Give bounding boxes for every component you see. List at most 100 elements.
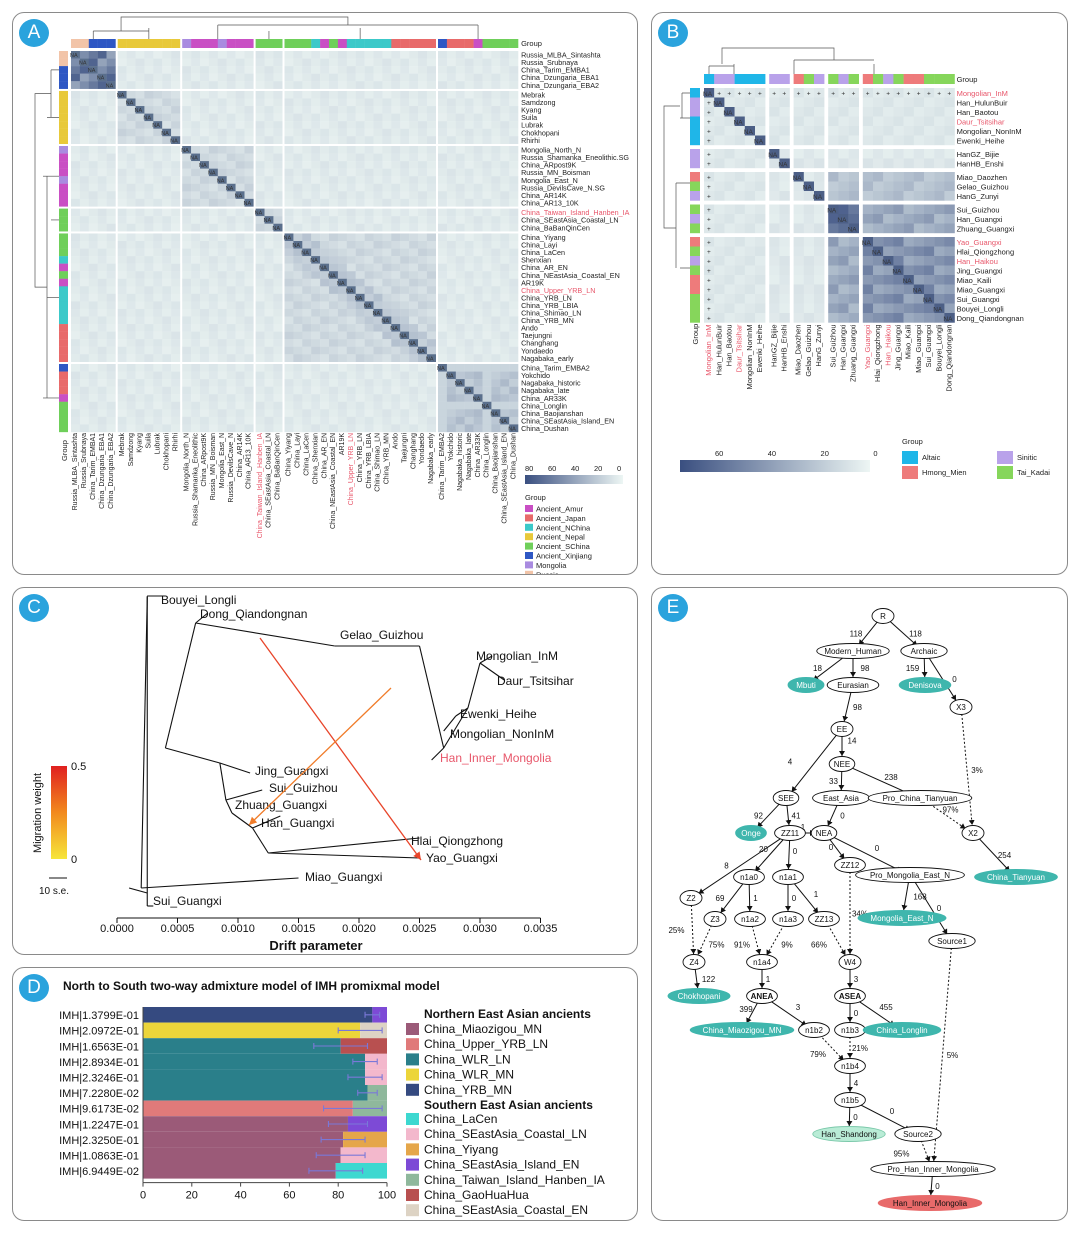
heat-cell	[446, 223, 456, 232]
heat-cell	[208, 191, 218, 200]
heat-cell	[311, 51, 321, 59]
na-label: NA	[872, 250, 882, 257]
heat-cell	[97, 81, 107, 89]
heat-cell	[208, 241, 218, 249]
heat-cell	[264, 223, 274, 232]
heat-cell	[191, 66, 201, 74]
heat-cell	[944, 303, 955, 314]
heat-cell	[226, 223, 236, 232]
graph-node-label: Source1	[937, 937, 967, 946]
na-label: NA	[301, 251, 309, 257]
heat-cell	[106, 416, 116, 425]
heat-cell	[734, 135, 745, 146]
heat-cell	[464, 308, 474, 317]
graph-edge	[928, 1175, 935, 1196]
heat-cell	[464, 301, 474, 310]
heat-cell	[418, 416, 428, 425]
heat-cell	[302, 248, 312, 257]
row-label: Taejungni	[521, 331, 552, 340]
heat-cell	[814, 149, 825, 159]
heat-cell	[117, 208, 127, 217]
heat-cell	[144, 364, 154, 372]
heat-cell	[284, 286, 294, 295]
heat-cell	[293, 161, 303, 169]
heat-cell	[500, 168, 510, 177]
heat-cell	[284, 98, 294, 107]
heat-cell	[329, 176, 339, 184]
heat-cell	[455, 233, 465, 242]
heat-cell	[153, 256, 163, 264]
heat-cell	[200, 278, 210, 287]
heat-cell	[382, 293, 392, 302]
heat-cell	[373, 316, 383, 325]
graph-node	[682, 954, 706, 970]
heat-cell	[302, 364, 312, 372]
heat-cell	[106, 128, 116, 137]
heat-cell	[438, 168, 448, 177]
heat-cell	[391, 58, 401, 67]
heat-cell	[755, 107, 766, 117]
heat-cell	[217, 394, 227, 402]
heat-cell	[244, 146, 254, 154]
heat-cell	[153, 354, 163, 362]
row-label: Ando	[521, 324, 538, 333]
heat-cell	[373, 66, 383, 74]
heat-cell	[162, 241, 172, 249]
heat-cell	[88, 81, 98, 89]
heat-cell	[382, 241, 392, 249]
heat-cell	[97, 316, 107, 325]
heat-cell	[200, 216, 210, 224]
group-strip-left	[59, 191, 68, 200]
heat-cell	[244, 98, 254, 107]
heat-cell	[913, 158, 925, 169]
heat-cell	[171, 168, 181, 177]
heat-cell	[500, 364, 510, 372]
heat-cell	[255, 168, 265, 177]
heat-cell	[329, 364, 339, 372]
group-strip-left	[690, 149, 700, 159]
heat-cell	[373, 386, 383, 395]
heat-cell	[382, 73, 392, 82]
heat-cell	[255, 128, 265, 137]
heat-cell	[255, 81, 265, 89]
heat-cell	[346, 256, 356, 264]
heat-cell	[373, 331, 383, 340]
heat-cell	[264, 73, 274, 82]
heat-cell	[144, 161, 154, 169]
heat-cell	[217, 263, 227, 272]
heat-cell	[509, 346, 519, 355]
tree-branch	[195, 622, 335, 647]
heat-cell	[320, 354, 330, 362]
heat-cell	[171, 331, 181, 340]
heat-cell	[400, 324, 410, 332]
legend-label: Ancient_NChina	[536, 523, 591, 532]
bar-north	[143, 1147, 341, 1163]
heat-cell	[873, 149, 884, 159]
heat-cell	[235, 324, 245, 332]
heat-cell	[117, 331, 127, 340]
heat-cell	[217, 331, 227, 340]
heat-cell	[200, 136, 210, 144]
heat-cell	[226, 98, 236, 107]
heat-cell	[153, 176, 163, 184]
na-label: NA	[381, 319, 389, 325]
heat-cell	[337, 293, 347, 302]
heat-cell	[135, 256, 145, 264]
heat-cell	[418, 106, 428, 114]
heat-cell	[883, 191, 894, 201]
heat-cell	[862, 294, 874, 304]
heat-cell	[226, 146, 236, 154]
heat-cell	[264, 308, 274, 317]
heat-cell	[779, 237, 790, 247]
heat-cell	[400, 339, 410, 347]
heat-cell	[264, 58, 274, 67]
na-label: NA	[346, 288, 354, 294]
heat-cell	[418, 168, 428, 177]
heat-cell	[426, 316, 436, 325]
heat-cell	[126, 256, 136, 264]
heat-cell	[337, 128, 347, 137]
panel-a-badge: A	[19, 19, 49, 47]
heat-cell	[391, 241, 401, 249]
heat-cell	[346, 339, 356, 347]
heat-cell	[302, 316, 312, 325]
